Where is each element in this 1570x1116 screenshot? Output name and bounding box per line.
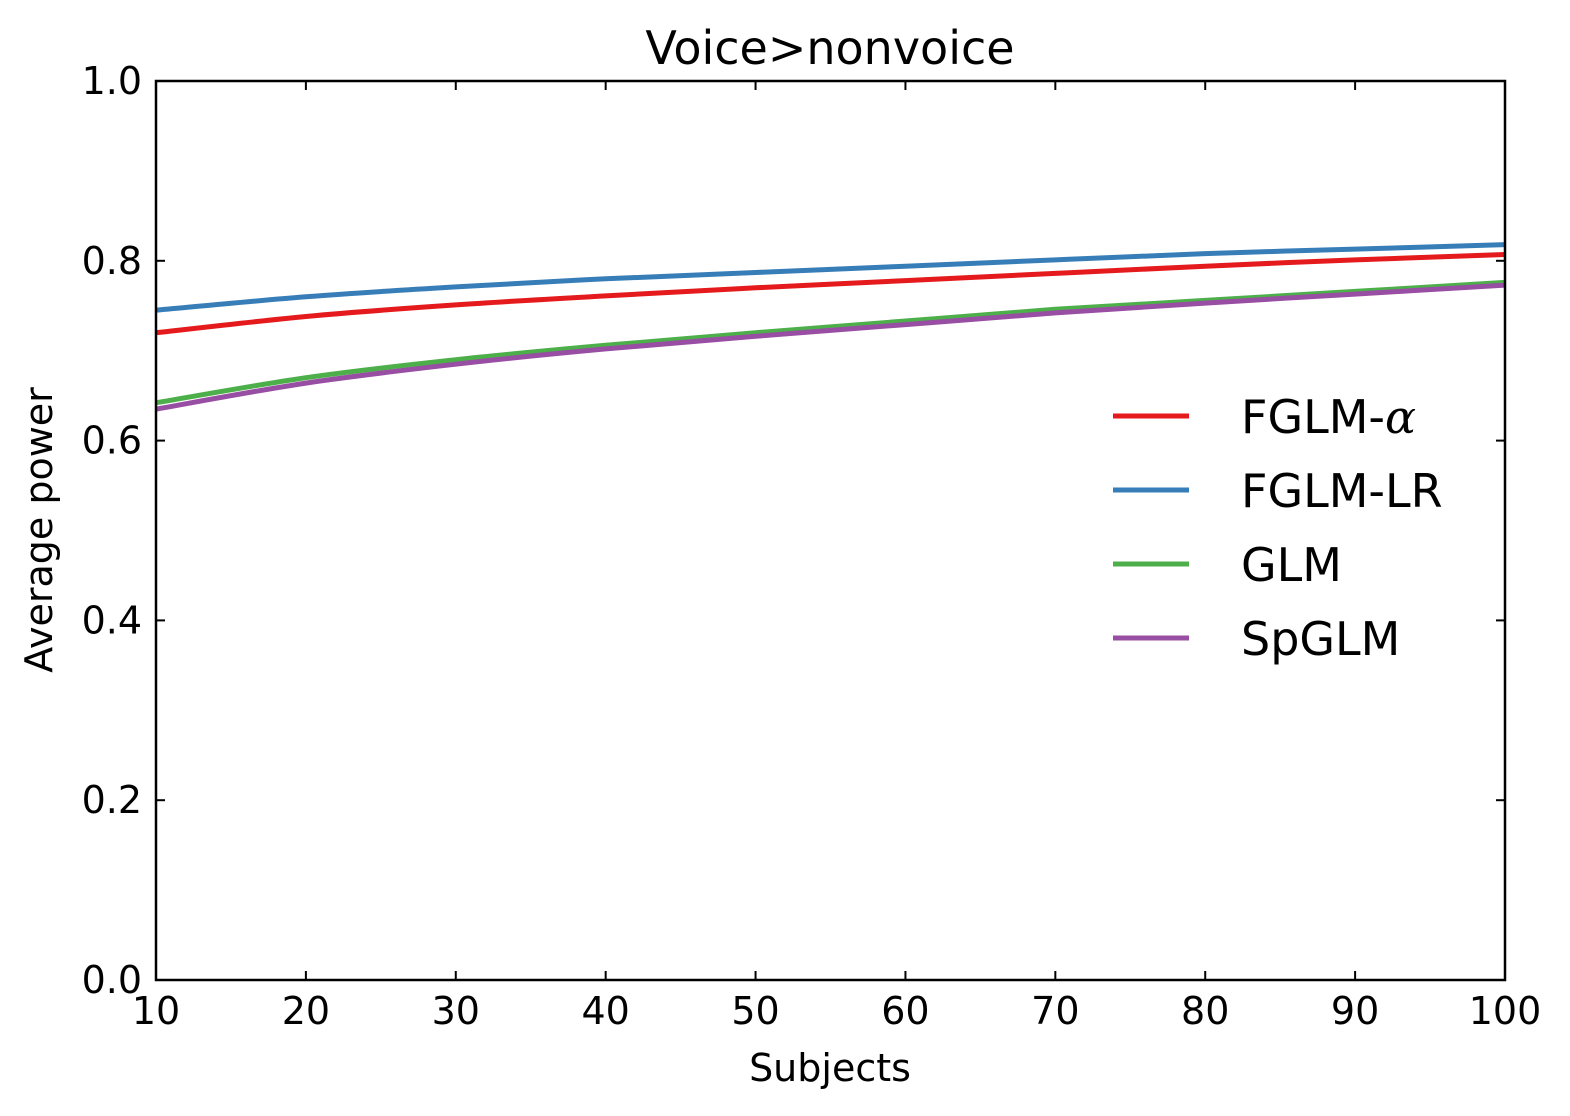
- legend-label-text: FGLM-: [1241, 390, 1385, 444]
- series-line-fglm-lr: [155, 242, 1506, 313]
- legend-label-spglm: SpGLM: [1241, 612, 1400, 666]
- x-tick-label: 60: [881, 989, 929, 1033]
- x-tick-label: 10: [132, 989, 180, 1033]
- y-tick-label: 0.4: [82, 598, 142, 642]
- y-tick-label: 1.0: [82, 59, 142, 103]
- x-tick-label: 80: [1181, 989, 1229, 1033]
- x-tick-label: 70: [1031, 989, 1079, 1033]
- x-tick-label: 20: [282, 989, 330, 1033]
- x-tick-label: 90: [1331, 989, 1379, 1033]
- y-tick-label: 0.2: [82, 778, 142, 822]
- axis-ticks: [155, 80, 1506, 981]
- legend-label-text: GLM: [1241, 538, 1342, 592]
- chart-title: Voice>nonvoice: [645, 21, 1014, 75]
- y-tick-label: 0.0: [82, 958, 142, 1002]
- legend-label-glm: GLM: [1241, 538, 1342, 592]
- legend-label-fglm-lr: FGLM-LR: [1241, 464, 1443, 518]
- y-tick-label: 0.6: [82, 419, 142, 463]
- series-line-spglm: [155, 282, 1506, 412]
- plot-lines: [155, 242, 1506, 412]
- x-axis-label: Subjects: [749, 1046, 911, 1090]
- legend: FGLM-α FGLM-LR GLM SpGLM: [1113, 390, 1443, 666]
- legend-label-text: SpGLM: [1241, 612, 1400, 666]
- legend-label-text: FGLM-LR: [1241, 464, 1443, 518]
- x-tick-label: 30: [432, 989, 480, 1033]
- x-tick-label: 100: [1469, 989, 1542, 1033]
- y-axis-label: Average power: [17, 387, 61, 673]
- tick-labels: 10 20 30 40 50 60 70 80 90 100 0.0 0.2 0.4 0.6 0.8 1.0: [82, 59, 1542, 1033]
- series-line-glm: [155, 279, 1506, 406]
- x-tick-label: 50: [731, 989, 779, 1033]
- series-line-fglm: [155, 252, 1506, 336]
- plot-frame: [154, 79, 1507, 982]
- y-tick-label: 0.8: [82, 239, 142, 283]
- legend-label-symbol: α: [1385, 390, 1416, 444]
- legend-label-fglm: FGLM-α: [1241, 390, 1416, 444]
- x-tick-label: 40: [581, 989, 629, 1033]
